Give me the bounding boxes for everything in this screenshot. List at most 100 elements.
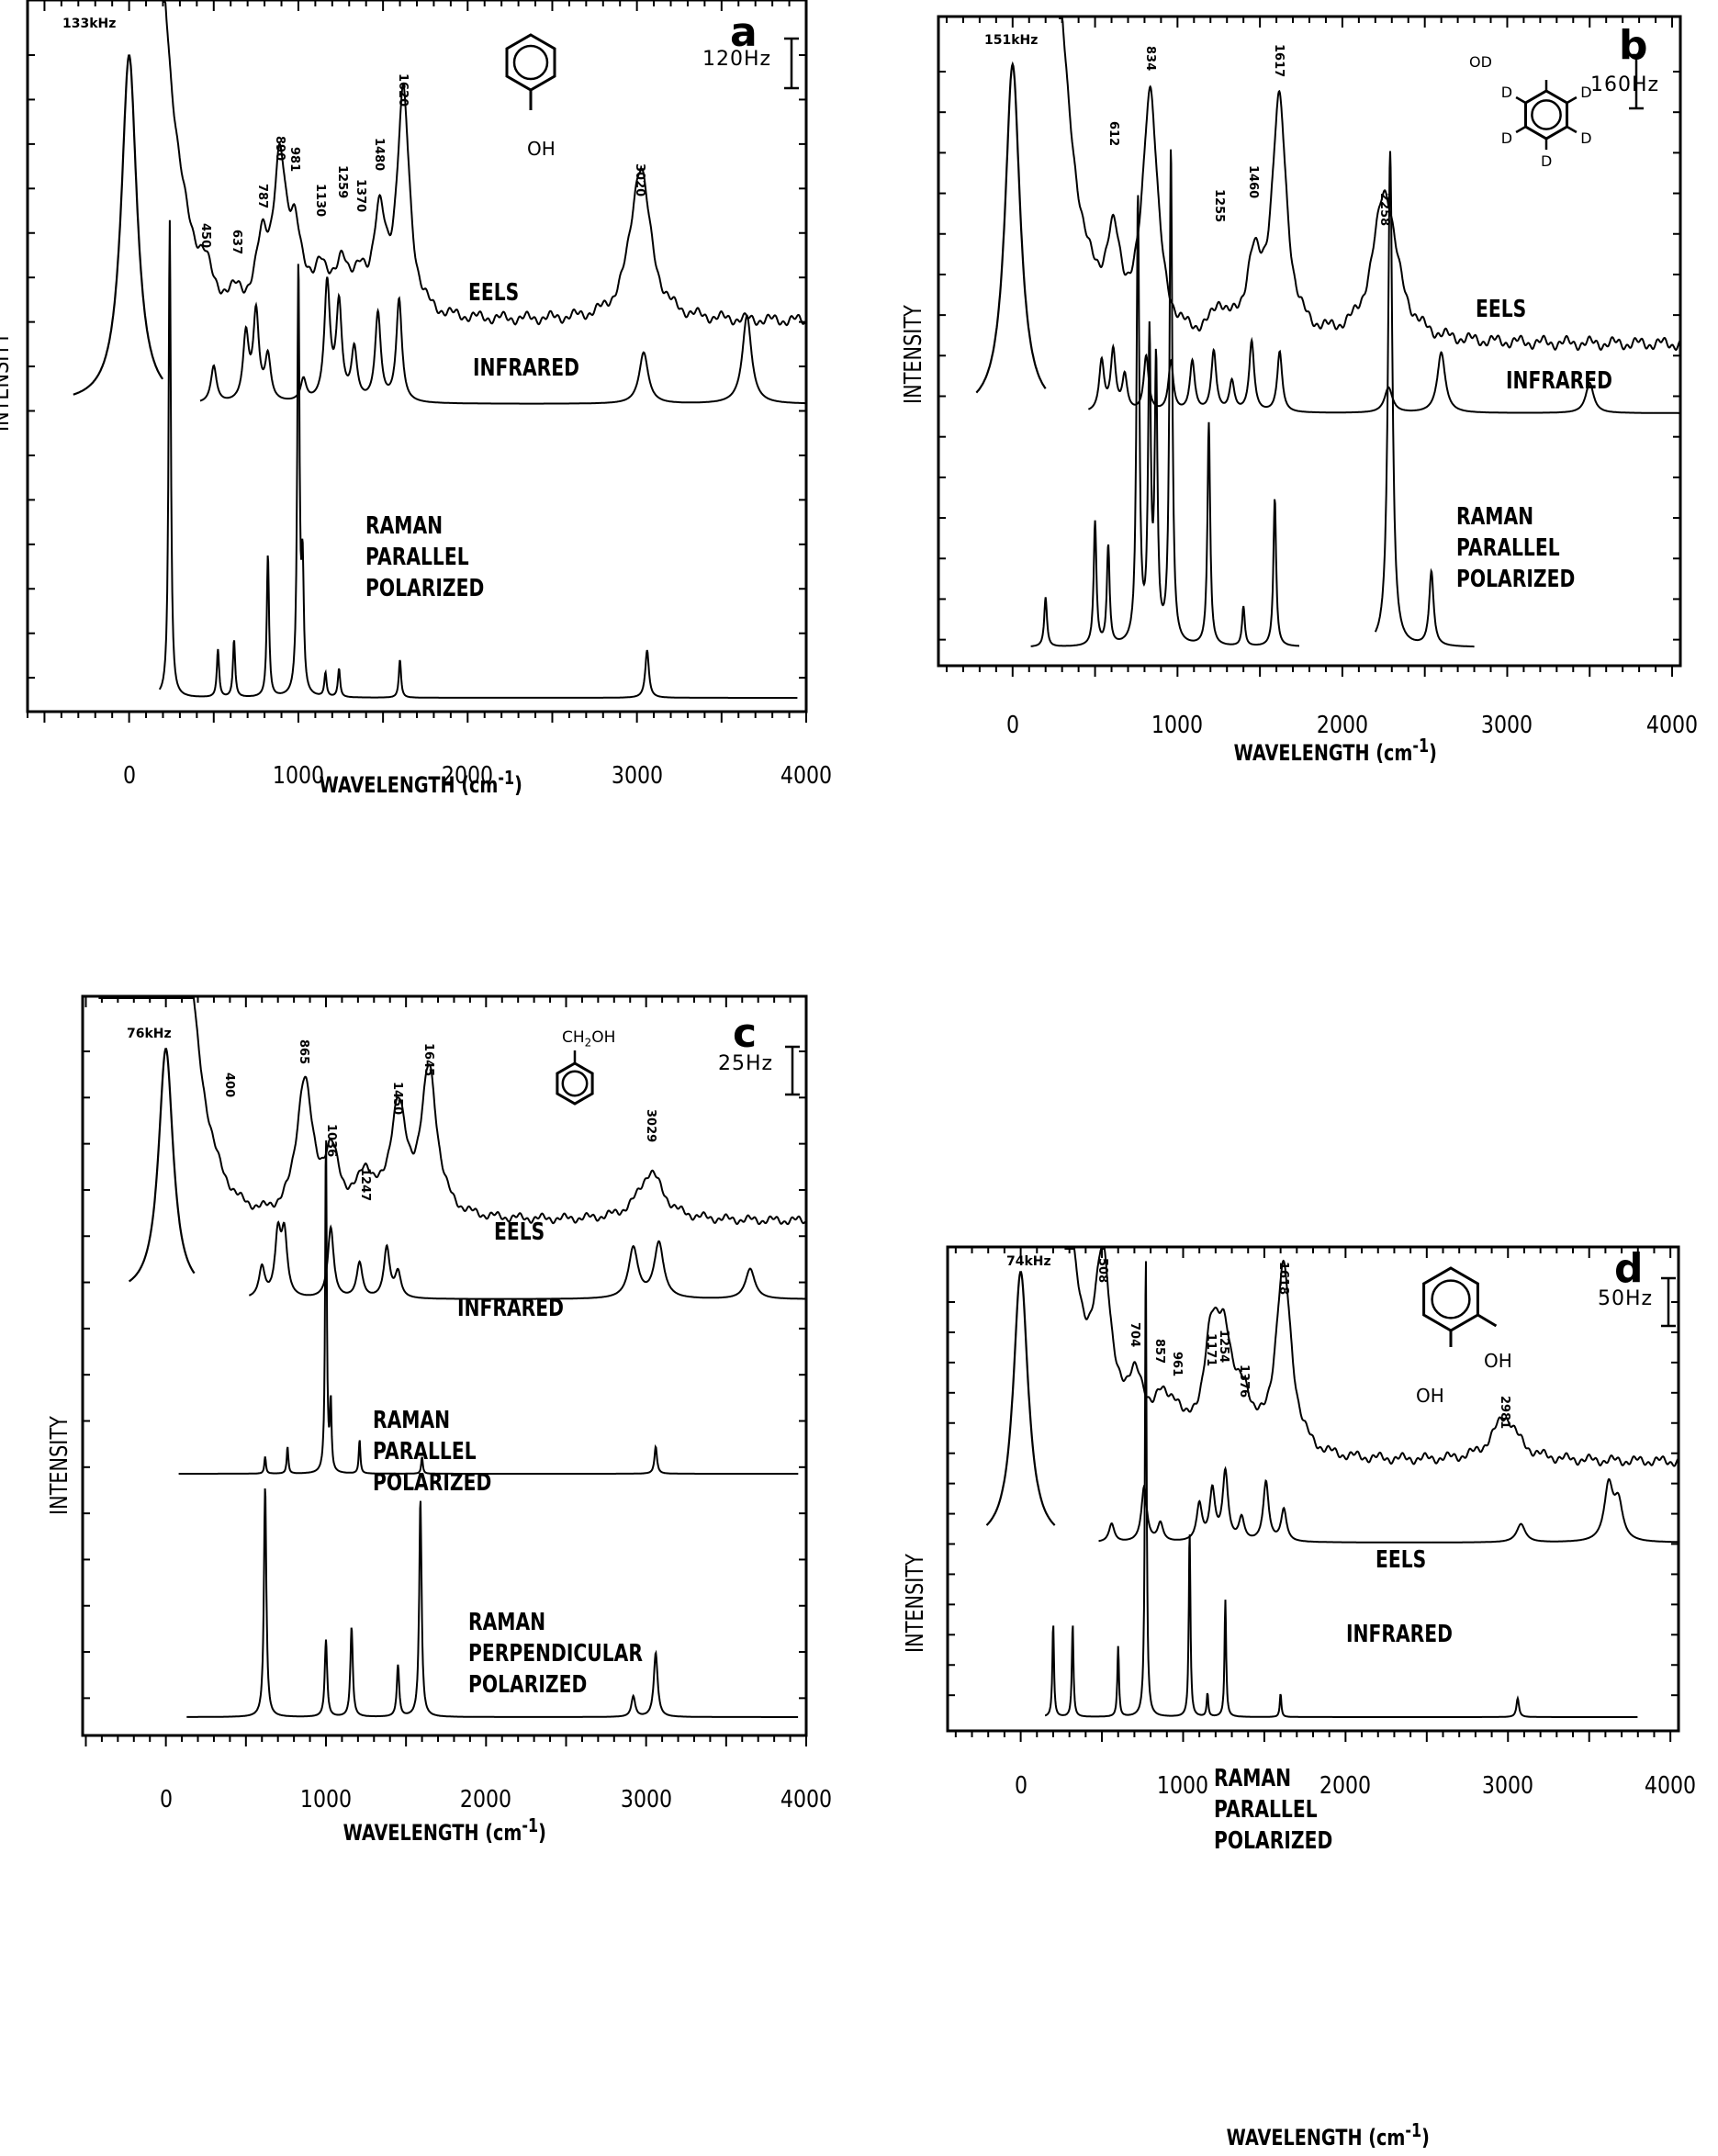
plot-frame xyxy=(26,0,808,713)
raman-line1: RAMAN xyxy=(365,512,444,540)
deuterium-label: D xyxy=(1580,84,1591,101)
x-axis-title: WAVELENGTH (cm-1) xyxy=(1233,735,1437,766)
series-label-raman-perpendicular: RAMAN PERPENDICULAR POLARIZED xyxy=(468,1607,643,1701)
series-label-raman-parallel: RAMAN PARALLEL POLARIZED xyxy=(373,1405,491,1499)
spectrum-raman-parallel-polarized xyxy=(158,219,798,699)
x-tick-label: 3000 xyxy=(620,1786,672,1814)
peak-label: 1247 xyxy=(358,1168,373,1202)
raman-line3: POLARIZED xyxy=(373,1469,492,1497)
elastic-peak-curve xyxy=(975,61,1047,394)
deuterium-label: D xyxy=(1501,84,1512,101)
raman-line1: RAMAN xyxy=(1456,503,1534,531)
peak-label: 1376 xyxy=(1236,1364,1251,1398)
series-label-eels: EELS xyxy=(494,1218,545,1246)
peak-label: 3020 xyxy=(633,163,647,197)
peak-label: 3029 xyxy=(643,1109,657,1143)
spectrum-eels xyxy=(163,1,807,327)
deuterium-label: D xyxy=(1501,129,1512,147)
peak-label: 1255 xyxy=(1212,189,1227,223)
series-label-raman: RAMAN PARALLEL POLARIZED xyxy=(1456,501,1575,595)
series-label-infrared: INFRARED xyxy=(473,354,579,382)
x-tick-label: 2000 xyxy=(1319,1772,1372,1800)
series-label-infrared: INFRARED xyxy=(1346,1621,1453,1648)
x-tick-label: 2000 xyxy=(1316,712,1369,739)
raman-perp-line2: PERPENDICULAR xyxy=(468,1640,643,1668)
x-tick-label: 4000 xyxy=(780,762,833,790)
series-label-eels: EELS xyxy=(1476,296,1527,323)
x-tick-label: 4000 xyxy=(1645,1772,1697,1800)
x-axis-title: WAVELENGTH (cm-1) xyxy=(342,1814,546,1846)
molecule-substituent: CH2OH xyxy=(562,1028,616,1050)
peak-label: 1036 xyxy=(324,1124,339,1158)
peak-label: 1645 xyxy=(421,1043,436,1077)
peak-label: 890 xyxy=(272,136,286,162)
raman-line1: RAMAN xyxy=(373,1407,451,1434)
x-axis-title: WAVELENGTH (cm-1) xyxy=(319,767,522,798)
x-axis-title: WAVELENGTH (cm-1) xyxy=(1226,2119,1430,2150)
y-axis-title: INTENSITY xyxy=(900,305,927,404)
panel-d-plot xyxy=(946,1245,1680,1742)
peak-label: 1254 xyxy=(1217,1330,1231,1364)
spectrum-infrared xyxy=(248,1220,806,1300)
x-tick-label: 0 xyxy=(122,762,136,790)
raman-line2: PARALLEL xyxy=(1214,1796,1318,1824)
peak-label: 704 xyxy=(1128,1322,1142,1348)
molecule-oh-1: OH xyxy=(1484,1350,1512,1372)
spectrum-raman-parallel-polarized xyxy=(1044,1261,1638,1718)
peak-label: 1480 xyxy=(372,138,387,172)
series-label-infrared: INFRARED xyxy=(457,1295,564,1322)
x-tick-label: 3000 xyxy=(1482,1772,1534,1800)
raman-line3: POLARIZED xyxy=(1214,1827,1333,1855)
panel-a-plot xyxy=(26,0,808,723)
peak-label: 1259 xyxy=(334,165,349,199)
x-tick-label: 0 xyxy=(1014,1772,1027,1800)
scale-bar-label: 50Hz xyxy=(1598,1287,1654,1310)
scale-bar-label: 160Hz xyxy=(1590,73,1660,96)
panel-letter: b xyxy=(1619,22,1648,69)
peak-label: 1460 xyxy=(1245,165,1260,199)
deuterium-label: D xyxy=(1580,129,1591,147)
raman-perp-line3: POLARIZED xyxy=(468,1671,588,1699)
y-axis-title: INTENSITY xyxy=(0,332,15,432)
elastic-peak-curve xyxy=(985,1271,1056,1526)
spectrum-infrared xyxy=(199,276,806,405)
spectrum-eels xyxy=(1059,17,1681,352)
y-axis-title: INTENSITY xyxy=(46,1416,73,1515)
peak-label: 857 xyxy=(1152,1339,1167,1364)
raman-perp-line1: RAMAN xyxy=(468,1609,546,1636)
peak-label: 1617 xyxy=(1272,44,1286,78)
peak-label: 1450 xyxy=(390,1082,405,1116)
peak-label: 508 xyxy=(1095,1258,1110,1284)
series-label-infrared: INFRARED xyxy=(1506,367,1612,395)
series-label-raman: RAMAN PARALLEL POLARIZED xyxy=(365,511,484,604)
spectrum-infrared xyxy=(1098,1465,1679,1544)
panel-b: D D D D D 151kHz b 160Hz OD EELS INFRARED RA… xyxy=(872,0,1718,992)
panel-c: 76kHz c 25Hz CH2OH EELS INFRARED RAMAN P… xyxy=(0,992,832,2156)
x-tick-label: 3000 xyxy=(611,762,663,790)
molecule-oh-2: OH xyxy=(1416,1385,1444,1407)
scale-bar-label: 120Hz xyxy=(702,48,772,71)
elastic-peak-label: 151kHz xyxy=(984,33,1039,48)
peak-label: 1171 xyxy=(1203,1333,1218,1367)
peak-label: 865 xyxy=(297,1039,311,1065)
panel-d: 74kHz d 50Hz OH OH EELS INFRARED RAMAN P… xyxy=(872,1221,1718,2156)
elastic-peak-curve xyxy=(73,54,164,396)
x-tick-label: 3000 xyxy=(1481,712,1533,739)
raman-line3: POLARIZED xyxy=(365,575,485,602)
x-tick-label: 0 xyxy=(1005,712,1019,739)
peak-label: 1620 xyxy=(396,73,410,107)
elastic-peak-label: 74kHz xyxy=(1006,1254,1051,1269)
peak-label: 400 xyxy=(222,1072,237,1098)
plot-frame xyxy=(946,1245,1680,1733)
y-axis-title: INTENSITY xyxy=(902,1554,929,1653)
x-tick-label: 2000 xyxy=(460,1786,512,1814)
molecule-substituent: OH xyxy=(527,138,556,160)
spectrum-raman-parallel-polarized xyxy=(178,1140,799,1475)
raman-line1: RAMAN xyxy=(1214,1765,1292,1792)
peak-label: 637 xyxy=(230,230,244,255)
peak-label: 961 xyxy=(1169,1352,1184,1377)
scale-bar-label: 25Hz xyxy=(718,1052,774,1075)
elastic-peak-label: 76kHz xyxy=(127,1027,172,1041)
raman-line3: POLARIZED xyxy=(1456,566,1576,593)
spectrum-raman-parallel-polarized xyxy=(1374,151,1475,648)
